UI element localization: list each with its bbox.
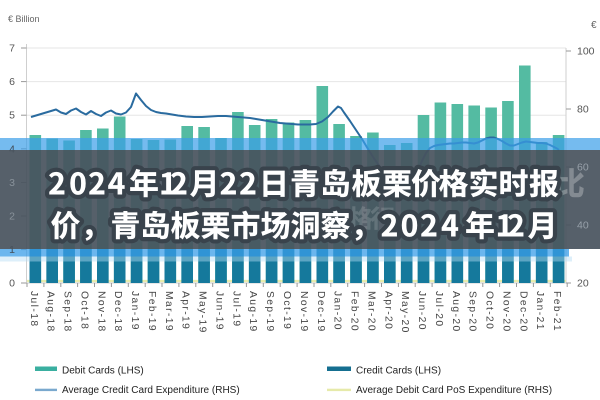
svg-text:Mar-19: Mar-19 [163, 291, 174, 332]
svg-text:Average Credit Card Expenditur: Average Credit Card Expenditure (RHS) [62, 385, 240, 396]
svg-text:Feb-20: Feb-20 [349, 291, 360, 332]
svg-text:May-19: May-19 [197, 291, 208, 334]
svg-text:1: 1 [9, 244, 15, 256]
svg-text:Jan-20: Jan-20 [332, 291, 343, 331]
svg-text:2: 2 [9, 211, 15, 223]
svg-text:Mar-20: Mar-20 [365, 291, 376, 332]
svg-text:Nov-20: Nov-20 [500, 291, 511, 333]
svg-text:Dec-20: Dec-20 [517, 291, 528, 333]
svg-text:Jun-19: Jun-19 [214, 291, 225, 331]
svg-text:Average Debit Card PoS Expendi: Average Debit Card PoS Expenditure (RHS) [356, 385, 552, 396]
svg-text:Debit Cards (LHS): Debit Cards (LHS) [62, 366, 144, 377]
svg-text:Dec-18: Dec-18 [112, 291, 123, 333]
svg-text:20: 20 [577, 278, 589, 290]
svg-text:Aug-18: Aug-18 [45, 291, 56, 333]
svg-text:Sep-19: Sep-19 [264, 291, 275, 333]
svg-text:3: 3 [9, 177, 15, 189]
svg-text:80: 80 [577, 104, 589, 116]
svg-text:100: 100 [577, 46, 595, 58]
svg-text:Nov-19: Nov-19 [298, 291, 309, 333]
svg-text:Jan-19: Jan-19 [129, 291, 140, 331]
svg-text:Jul-19: Jul-19 [230, 291, 241, 327]
svg-text:Nov-18: Nov-18 [95, 291, 106, 333]
svg-text:Oct-19: Oct-19 [281, 291, 292, 330]
svg-text:Feb-19: Feb-19 [146, 291, 157, 332]
svg-text:60: 60 [577, 162, 589, 174]
svg-text:Apr-20: Apr-20 [382, 291, 393, 330]
svg-text:Aug-20: Aug-20 [450, 291, 461, 333]
svg-text:Jan-21: Jan-21 [534, 291, 545, 331]
svg-text:Aug-19: Aug-19 [247, 291, 258, 333]
svg-text:Jun-20: Jun-20 [416, 291, 427, 331]
svg-text:Oct-20: Oct-20 [484, 291, 495, 330]
svg-text:Apr-19: Apr-19 [180, 291, 191, 330]
svg-text:Credit Cards (LHS): Credit Cards (LHS) [356, 366, 441, 377]
svg-text:Dec-19: Dec-19 [315, 291, 326, 333]
svg-text:Sep-20: Sep-20 [467, 291, 478, 333]
svg-text:May-20: May-20 [399, 291, 410, 334]
svg-text:Jul-18: Jul-18 [28, 291, 39, 327]
svg-text:€ Billion: € Billion [8, 14, 40, 24]
svg-text:€: € [591, 20, 597, 31]
svg-text:7: 7 [9, 43, 15, 55]
svg-text:4: 4 [9, 143, 15, 155]
svg-text:5: 5 [9, 110, 15, 122]
svg-text:Jul-20: Jul-20 [433, 291, 444, 327]
svg-text:Sep-18: Sep-18 [62, 291, 73, 333]
svg-text:Oct-18: Oct-18 [78, 291, 89, 330]
svg-text:0: 0 [9, 278, 15, 290]
svg-text:Feb-21: Feb-21 [551, 291, 562, 332]
svg-text:6: 6 [9, 76, 15, 88]
svg-text:40: 40 [577, 220, 589, 232]
